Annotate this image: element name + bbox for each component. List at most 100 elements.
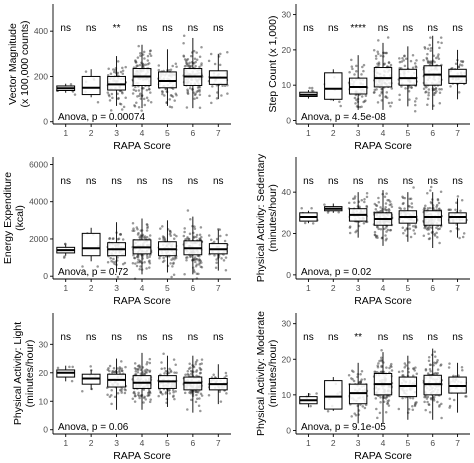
data-point [120, 90, 124, 94]
data-point [310, 89, 314, 92]
data-point [362, 100, 365, 104]
x-tick-label: 4 [381, 438, 386, 448]
data-point [148, 369, 152, 372]
data-point [424, 204, 427, 207]
data-point [138, 267, 141, 271]
data-point [185, 258, 188, 262]
data-point [225, 233, 228, 237]
data-point [382, 400, 386, 403]
data-point [438, 101, 442, 105]
data-point [339, 104, 342, 108]
data-point [148, 400, 152, 404]
data-point [439, 190, 443, 193]
significance-label: ns [60, 176, 71, 187]
x-tick-label: 6 [430, 283, 435, 293]
y-tick-label: 20 [282, 229, 292, 239]
data-point [184, 238, 187, 241]
x-tick-label: 1 [306, 128, 311, 138]
data-point [457, 91, 461, 94]
data-point [219, 400, 223, 403]
data-point [193, 235, 196, 239]
data-point [427, 91, 430, 94]
data-point [172, 261, 175, 265]
data-point [119, 103, 123, 106]
data-point [217, 228, 220, 231]
data-point [194, 400, 198, 404]
data-point [131, 262, 135, 265]
data-point [159, 227, 162, 230]
data-point [376, 101, 380, 104]
y-tick-label: 30 [39, 339, 49, 349]
y-tick-label: 6000 [29, 159, 48, 169]
significance-label: ** [113, 23, 121, 34]
significance-label: ns [378, 332, 389, 343]
x-tick-label: 3 [114, 283, 119, 293]
chart-panel-1: 0 200 400 1 2 3 4 5 6 7 ns ns ** ns ns ns ns Anova, p = 0… [7, 4, 231, 152]
data-point [360, 199, 364, 202]
data-point [385, 91, 389, 94]
data-point [378, 94, 382, 97]
data-point [145, 267, 148, 270]
data-point [123, 388, 127, 391]
data-point [187, 63, 190, 66]
data-point [400, 85, 403, 88]
data-point [108, 99, 112, 102]
data-point [108, 237, 112, 240]
data-point [378, 359, 381, 363]
x-tick-label: 6 [190, 283, 195, 293]
data-point [397, 370, 401, 374]
data-point [385, 366, 388, 369]
data-point [438, 241, 441, 245]
data-point [427, 94, 430, 97]
box-7 [208, 53, 228, 100]
data-point [124, 96, 127, 99]
y-tick-label: 30 [282, 10, 292, 20]
data-point [410, 86, 413, 90]
data-point [373, 233, 377, 237]
data-point [454, 62, 458, 66]
data-point [383, 227, 386, 231]
data-point [374, 54, 378, 58]
data-point [407, 408, 411, 411]
data-point [380, 90, 384, 93]
data-point [428, 411, 432, 414]
data-point [160, 90, 164, 93]
data-point [107, 67, 110, 70]
data-point [401, 57, 404, 60]
significance-label: ns [303, 23, 314, 34]
data-point [429, 397, 433, 400]
data-point [185, 106, 189, 109]
data-point [225, 374, 228, 378]
box-1 [299, 210, 318, 224]
data-point [437, 227, 440, 231]
data-point [195, 263, 199, 266]
data-point [198, 65, 201, 69]
data-point [308, 86, 311, 90]
box-6 [423, 192, 442, 248]
data-point [145, 229, 149, 232]
data-point [96, 265, 99, 268]
data-point [187, 367, 191, 370]
box-body [324, 72, 343, 100]
x-tick-label: 2 [89, 128, 94, 138]
data-point [134, 85, 137, 89]
x-tick-label: 4 [140, 438, 145, 448]
x-tick-label: 7 [455, 128, 460, 138]
data-point [110, 92, 114, 96]
y-axis-title: Step Count (x 1,000) [267, 16, 279, 113]
data-point [195, 393, 198, 397]
data-point [169, 262, 172, 265]
data-point [434, 355, 437, 358]
data-point [169, 234, 173, 238]
data-point [425, 86, 428, 89]
data-point [73, 93, 77, 96]
anova-annotation: Anova, p = 4.5e-08 [301, 112, 386, 123]
data-point [449, 85, 452, 88]
data-point [456, 195, 460, 198]
data-point [160, 361, 163, 364]
data-point [407, 89, 411, 93]
data-point [134, 262, 137, 265]
significance-label: ns [303, 332, 314, 343]
y-tick-label: 0 [286, 270, 291, 280]
significance-label: ns [111, 176, 122, 187]
